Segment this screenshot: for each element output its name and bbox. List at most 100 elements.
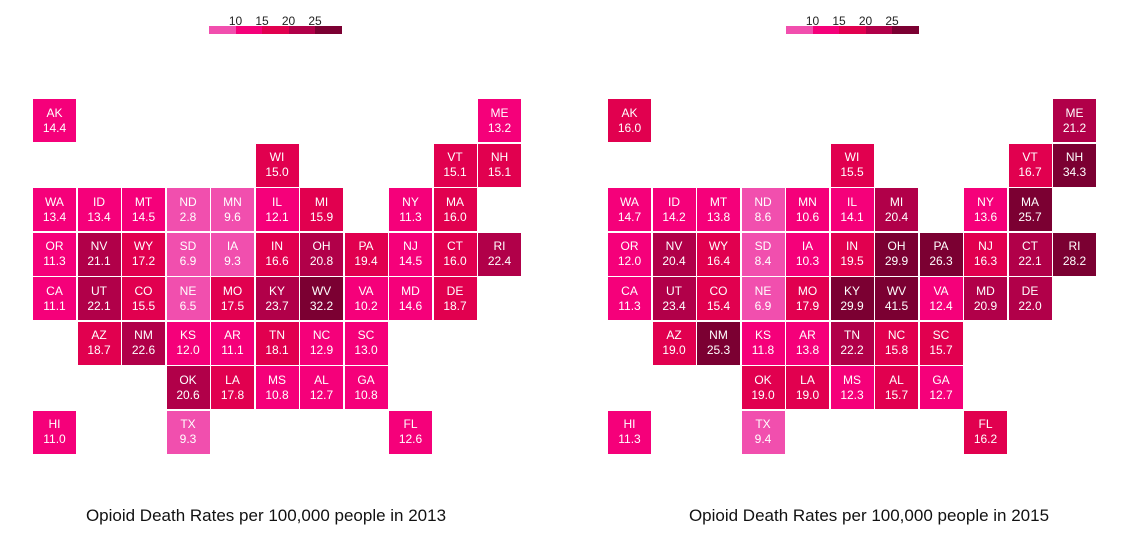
state-value: 11.1 [43, 298, 66, 313]
state-tile-nm: NM 25.3 [697, 321, 740, 365]
state-tile-nc: NC 12.9 [300, 321, 343, 365]
state-tile-co: CO 15.4 [697, 277, 740, 320]
state-abbr: MD [976, 283, 995, 298]
state-value: 17.9 [795, 298, 820, 313]
state-abbr: ME [490, 105, 509, 120]
state-tile-ut: UT 22.1 [77, 277, 121, 320]
state-abbr: KY [843, 283, 860, 298]
state-value: 15.1 [443, 165, 467, 179]
state-value: 22.6 [131, 343, 156, 357]
state-tile-nh: NH 15.1 [478, 143, 521, 187]
legend-tick-label: 15 [832, 14, 846, 28]
state-abbr: IL [271, 194, 282, 209]
state-tile-hi: HI 11.0 [33, 410, 76, 454]
state-tile-nd: ND 2.8 [166, 188, 210, 231]
color-legend: 10 15 20 25 [209, 14, 349, 36]
state-abbr: FL [403, 417, 418, 431]
state-tile-or: OR 11.3 [33, 232, 76, 276]
state-value: 16.0 [443, 254, 467, 268]
state-tile-tx: TX 9.4 [741, 410, 785, 454]
state-value: 16.3 [973, 254, 998, 268]
state-tile-wa: WA 14.7 [608, 188, 651, 231]
state-tile-vt: VT 16.7 [1008, 143, 1052, 187]
state-abbr: UT [91, 283, 107, 298]
state-abbr: ID [668, 194, 680, 209]
state-value: 22.2 [840, 343, 864, 357]
state-abbr: NM [134, 328, 153, 342]
state-value: 15.7 [884, 387, 909, 402]
state-value: 9.3 [179, 432, 197, 446]
state-value: 9.4 [754, 432, 772, 446]
legend-tick-label: 20 [281, 14, 296, 28]
state-abbr: WI [269, 150, 285, 164]
state-abbr: OK [179, 372, 197, 387]
state-tile-ri: RI 22.4 [478, 232, 521, 276]
state-tile-ny: NY 11.3 [389, 188, 432, 231]
state-abbr: TN [844, 328, 860, 342]
state-value: 11.3 [618, 432, 641, 446]
state-abbr: IL [846, 194, 857, 209]
legend-tick-label: 15 [255, 14, 269, 28]
state-tile-mi: MI 15.9 [300, 188, 343, 231]
state-tile-nj: NJ 14.5 [389, 232, 432, 276]
state-value: 29.9 [840, 298, 864, 313]
state-tile-il: IL 12.1 [255, 188, 299, 231]
state-tile-ma: MA 25.7 [1008, 188, 1052, 231]
state-tile-va: VA 10.2 [344, 277, 388, 320]
state-tile-ca: CA 11.1 [33, 277, 76, 320]
state-abbr: TX [180, 417, 196, 431]
state-abbr: MI [889, 194, 904, 209]
state-tile-sc: SC 13.0 [344, 321, 388, 365]
state-abbr: WA [620, 194, 639, 209]
state-value: 13.6 [973, 209, 998, 224]
state-value: 22.1 [87, 298, 111, 313]
state-tile-il: IL 14.1 [830, 188, 874, 231]
state-abbr: HI [48, 417, 61, 431]
state-tile-ks: KS 11.8 [741, 321, 785, 365]
state-abbr: NV [90, 239, 108, 253]
map-panel-2013: 10 15 20 25 AK 14.4 ME 13.2 WI 15.0 VT 15.1 NH 15.1 W… [0, 0, 560, 538]
color-legend: 10 15 20 25 [786, 14, 926, 36]
state-value: 12.0 [176, 343, 200, 357]
state-value: 25.3 [706, 343, 731, 357]
state-tile-ky: KY 29.9 [830, 277, 874, 320]
state-value: 6.9 [754, 298, 772, 313]
state-tile-sd: SD 8.4 [741, 232, 785, 276]
legend-swatch [786, 26, 813, 34]
state-abbr: GA [357, 372, 375, 387]
state-abbr: AZ [666, 328, 682, 342]
state-value: 15.9 [309, 209, 334, 224]
state-abbr: DE [1021, 283, 1039, 298]
state-abbr: NY [402, 194, 419, 209]
state-tile-ak: AK 14.4 [33, 99, 76, 142]
state-abbr: ND [754, 194, 772, 209]
state-tile-wi: WI 15.5 [830, 143, 874, 187]
state-abbr: OH [312, 239, 331, 253]
state-abbr: AR [799, 328, 816, 342]
legend-swatch [892, 26, 919, 34]
state-value: 15.1 [487, 165, 512, 179]
state-abbr: MN [798, 194, 817, 209]
state-tile-sd: SD 6.9 [166, 232, 210, 276]
state-value: 19.0 [751, 387, 775, 402]
state-tile-ia: IA 10.3 [786, 232, 829, 276]
state-abbr: AL [314, 372, 329, 387]
state-value: 13.4 [87, 209, 111, 224]
legend-color-bar [786, 26, 919, 34]
state-tile-ms: MS 12.3 [830, 366, 874, 409]
state-abbr: CT [447, 239, 463, 253]
state-abbr: AK [46, 105, 63, 120]
state-tile-nv: NV 21.1 [77, 232, 121, 276]
state-abbr: OR [45, 239, 64, 253]
state-abbr: OK [754, 372, 772, 387]
state-value: 16.7 [1018, 165, 1042, 179]
legend-tick-label: 20 [858, 14, 873, 28]
state-value: 19.4 [354, 254, 378, 268]
legend-swatch [315, 26, 342, 34]
state-tile-az: AZ 18.7 [77, 321, 121, 365]
state-tile-ga: GA 12.7 [919, 366, 963, 409]
state-abbr: ME [1065, 105, 1084, 120]
state-value: 12.7 [309, 387, 334, 402]
state-tile-az: AZ 19.0 [652, 321, 696, 365]
state-tile-in: IN 16.6 [255, 232, 299, 276]
